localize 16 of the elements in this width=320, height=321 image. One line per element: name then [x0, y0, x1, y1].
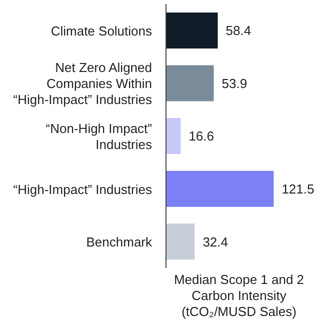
y-tick-label: Benchmark: [86, 234, 152, 250]
bar: [166, 170, 274, 207]
bar: [166, 224, 195, 260]
data-label: 32.4: [202, 234, 228, 250]
x-axis-title: Median Scope 1 and 2 Carbon Intensity (tCO₂/MUSD Sales): [172, 272, 306, 320]
data-label: 121.5: [282, 181, 314, 196]
y-tick-label: Climate Solutions: [50, 22, 152, 38]
data-label: 58.4: [226, 23, 252, 38]
bar: [166, 65, 214, 102]
y-tick-label: “Non-High Impact” Industries: [46, 120, 152, 152]
data-label: 53.9: [222, 76, 248, 91]
data-label: 16.6: [188, 128, 214, 144]
y-tick-label: “High-Impact” Industries: [13, 181, 152, 196]
y-tick-label: Net Zero Aligned Companies Within “High-Impact” Industries: [13, 60, 152, 107]
bar: [166, 118, 181, 154]
bar: [166, 12, 218, 48]
